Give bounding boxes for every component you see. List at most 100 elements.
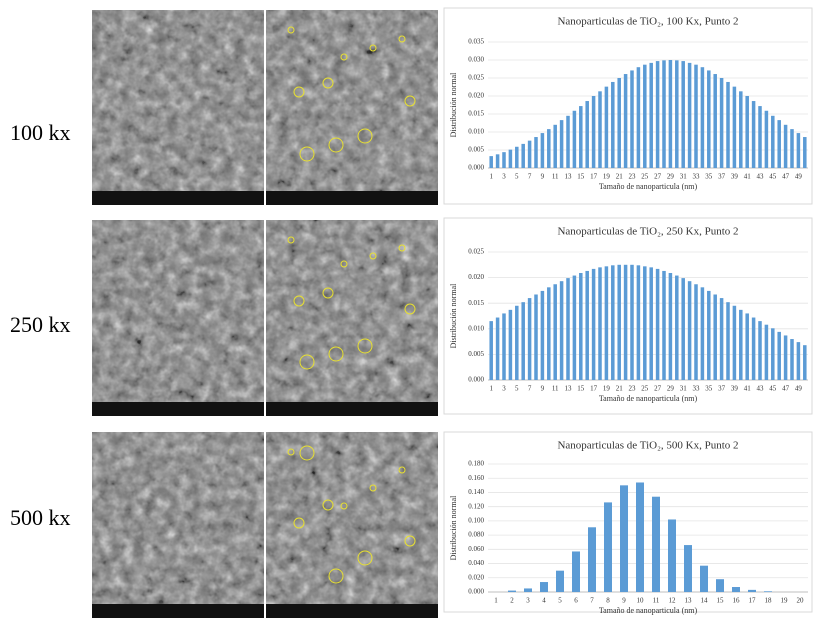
- x-tick-label: 13: [685, 597, 693, 605]
- bar: [566, 278, 570, 380]
- x-tick-label: 45: [769, 385, 777, 393]
- y-tick-label: 0.060: [468, 545, 484, 553]
- measurement-marker: [299, 354, 315, 370]
- bar: [579, 106, 583, 168]
- bar: [732, 587, 740, 592]
- bar: [502, 313, 506, 380]
- x-tick-label: 15: [717, 597, 725, 605]
- measurement-marker: [404, 303, 416, 315]
- bar: [675, 60, 679, 168]
- bar: [713, 294, 717, 380]
- measurement-marker: [299, 445, 315, 461]
- sem-info-bar: [92, 604, 264, 618]
- y-tick-label: 0.025: [468, 248, 484, 256]
- bar: [726, 302, 730, 380]
- bar: [681, 61, 685, 168]
- x-tick-label: 2: [510, 597, 514, 605]
- x-tick-label: 43: [757, 385, 765, 393]
- bar: [803, 137, 807, 168]
- bar: [751, 317, 756, 380]
- bar: [524, 588, 532, 592]
- measurement-marker: [369, 44, 377, 52]
- y-tick-label: 0.020: [468, 92, 484, 100]
- bar: [572, 110, 577, 168]
- bar: [508, 590, 516, 592]
- x-tick-label: 33: [693, 173, 701, 181]
- x-tick-label: 39: [731, 385, 739, 393]
- bar: [572, 551, 580, 592]
- x-tick-label: 5: [558, 597, 562, 605]
- bar: [527, 140, 532, 168]
- x-tick-label: 13: [565, 385, 573, 393]
- bar: [649, 267, 653, 380]
- x-tick-label: 35: [705, 385, 713, 393]
- bar: [553, 124, 557, 168]
- x-tick-label: 9: [541, 385, 545, 393]
- x-axis-title: Tamaño de nanoparticula (nm): [599, 394, 698, 403]
- y-tick-label: 0.000: [468, 164, 484, 172]
- bar: [707, 70, 711, 168]
- measurement-marker: [398, 466, 406, 474]
- measurement-marker: [293, 86, 305, 98]
- bar: [508, 309, 513, 380]
- bar: [547, 287, 551, 380]
- bar: [591, 268, 596, 380]
- y-tick-label: 0.140: [468, 488, 484, 496]
- measurement-marker: [293, 295, 305, 307]
- measurement-marker: [398, 244, 406, 252]
- bar: [668, 272, 673, 380]
- bar: [553, 284, 557, 380]
- bar: [745, 96, 749, 168]
- bar: [764, 591, 772, 592]
- sem-info-bar: [266, 191, 438, 205]
- bar: [681, 278, 685, 380]
- y-tick-label: 0.000: [468, 376, 484, 384]
- measurement-marker: [328, 137, 344, 153]
- sem-texture: [92, 220, 264, 416]
- bar: [713, 74, 717, 168]
- x-tick-label: 9: [541, 173, 545, 181]
- x-tick-label: 7: [528, 385, 532, 393]
- bar: [556, 570, 564, 592]
- x-tick-label: 16: [733, 597, 741, 605]
- x-tick-label: 3: [502, 385, 506, 393]
- measurement-marker: [287, 448, 295, 456]
- bar: [771, 115, 775, 168]
- sem-texture: [266, 10, 438, 205]
- bar: [604, 86, 609, 168]
- x-tick-label: 31: [680, 173, 688, 181]
- bar: [579, 272, 583, 380]
- bar: [636, 67, 641, 168]
- y-tick-label: 0.020: [468, 573, 484, 581]
- bar: [515, 146, 519, 168]
- x-tick-label: 25: [641, 173, 649, 181]
- bar: [620, 485, 628, 592]
- x-tick-label: 49: [795, 385, 803, 393]
- x-tick-label: 18: [765, 597, 773, 605]
- y-tick-label: 0.040: [468, 559, 484, 567]
- measurement-marker: [369, 484, 377, 492]
- x-tick-label: 14: [701, 597, 709, 605]
- bar: [694, 64, 698, 168]
- y-tick-label: 0.005: [468, 350, 484, 358]
- x-tick-label: 31: [680, 385, 688, 393]
- x-tick-label: 17: [590, 173, 598, 181]
- x-tick-label: 12: [669, 597, 677, 605]
- bar: [668, 60, 673, 168]
- sem-texture: [266, 432, 438, 618]
- x-tick-label: 17: [749, 597, 757, 605]
- x-tick-label: 5: [515, 385, 519, 393]
- measurement-marker: [328, 346, 344, 362]
- chart-title: Nanoparticulas de TiO₂, 100 Kx, Punto 2: [557, 16, 738, 28]
- bar: [745, 313, 749, 380]
- chart-title: Nanoparticulas de TiO₂, 250 Kx, Punto 2: [557, 226, 738, 238]
- x-tick-label: 13: [565, 173, 573, 181]
- x-tick-label: 5: [515, 173, 519, 181]
- row-label: 100 kx: [10, 120, 71, 145]
- x-tick-label: 1: [494, 597, 498, 605]
- bar: [732, 86, 737, 168]
- bar: [764, 110, 769, 168]
- bar: [617, 78, 621, 168]
- x-tick-label: 20: [797, 597, 805, 605]
- bar: [598, 267, 602, 380]
